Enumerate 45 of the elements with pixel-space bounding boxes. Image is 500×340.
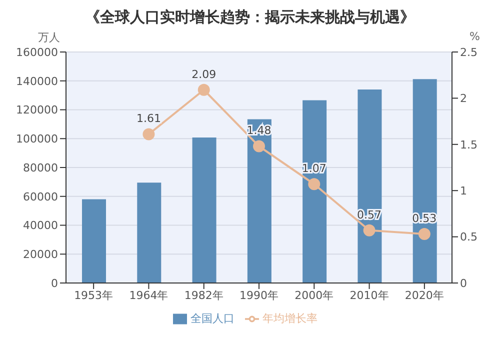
x-tick-label: 2010年 [350, 288, 389, 302]
data-label: 1.61 [136, 112, 161, 126]
y2-tick-label: 1 [460, 184, 467, 198]
bar [302, 100, 327, 283]
x-tick-label: 1953年 [74, 288, 114, 302]
y-tick-label: 140000 [16, 74, 58, 88]
bar [247, 119, 272, 283]
bar [192, 137, 216, 283]
point [363, 224, 376, 236]
bar [137, 182, 162, 283]
y-tick-label: 60000 [23, 190, 58, 204]
y2-tick-label: 0 [460, 276, 467, 290]
x-tick-label: 1964年 [129, 288, 168, 302]
y2-axis-title: % [470, 30, 480, 43]
x-tick-label: 2020年 [404, 288, 444, 302]
bar [412, 79, 437, 283]
point [418, 228, 430, 240]
point [253, 140, 265, 152]
x-tick-label: 1990年 [240, 288, 278, 302]
legend-label: 全国人口 [190, 312, 234, 325]
y-tick-label: 20000 [23, 248, 58, 262]
point [198, 84, 210, 96]
y-tick-label: 0 [51, 276, 58, 290]
legend-label: 年均增长率 [262, 312, 318, 325]
data-label: 1.48 [246, 124, 272, 138]
y2-tick-label: 2.5 [460, 46, 478, 59]
point [308, 178, 320, 190]
bar [358, 90, 382, 283]
x-tick-label: 2000年 [294, 288, 334, 302]
chart-title: 《全球人口实时增长趋势：揭示未来挑战与机遇》 [84, 8, 416, 28]
y-tick-label: 100000 [16, 132, 58, 146]
y-tick-label: 40000 [23, 219, 58, 232]
y2-tick-label: 1.5 [460, 138, 478, 152]
y2-tick-label: 2 [460, 92, 467, 106]
bar [82, 199, 106, 283]
data-label: 0.57 [357, 208, 382, 222]
data-label: 1.07 [302, 162, 326, 176]
x-tick-label: 1982年 [184, 288, 224, 302]
y-tick-label: 120000 [16, 104, 58, 117]
y2-tick-label: 0.5 [460, 230, 478, 244]
y-tick-label: 160000 [16, 46, 58, 59]
y-axis-title: 万人 [38, 30, 60, 45]
y-tick-label: 80000 [23, 161, 58, 174]
point [142, 128, 155, 140]
data-label: 2.09 [192, 68, 216, 81]
